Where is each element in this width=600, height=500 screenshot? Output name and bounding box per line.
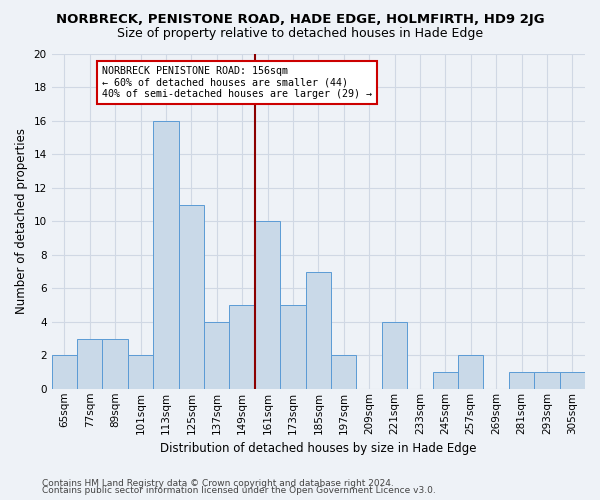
Bar <box>560 372 585 389</box>
Bar <box>103 338 128 389</box>
Bar <box>229 305 255 389</box>
Bar <box>534 372 560 389</box>
Bar <box>204 322 229 389</box>
Text: NORBRECK, PENISTONE ROAD, HADE EDGE, HOLMFIRTH, HD9 2JG: NORBRECK, PENISTONE ROAD, HADE EDGE, HOL… <box>56 12 544 26</box>
Text: NORBRECK PENISTONE ROAD: 156sqm
← 60% of detached houses are smaller (44)
40% of: NORBRECK PENISTONE ROAD: 156sqm ← 60% of… <box>103 66 373 99</box>
Bar <box>382 322 407 389</box>
X-axis label: Distribution of detached houses by size in Hade Edge: Distribution of detached houses by size … <box>160 442 476 455</box>
Bar <box>153 121 179 389</box>
Text: Contains HM Land Registry data © Crown copyright and database right 2024.: Contains HM Land Registry data © Crown c… <box>42 478 394 488</box>
Bar <box>179 204 204 389</box>
Text: Size of property relative to detached houses in Hade Edge: Size of property relative to detached ho… <box>117 28 483 40</box>
Bar <box>280 305 305 389</box>
Bar <box>509 372 534 389</box>
Y-axis label: Number of detached properties: Number of detached properties <box>15 128 28 314</box>
Bar <box>305 272 331 389</box>
Bar <box>331 356 356 389</box>
Bar <box>77 338 103 389</box>
Bar <box>128 356 153 389</box>
Bar <box>433 372 458 389</box>
Bar <box>255 222 280 389</box>
Bar <box>52 356 77 389</box>
Bar <box>458 356 484 389</box>
Text: Contains public sector information licensed under the Open Government Licence v3: Contains public sector information licen… <box>42 486 436 495</box>
